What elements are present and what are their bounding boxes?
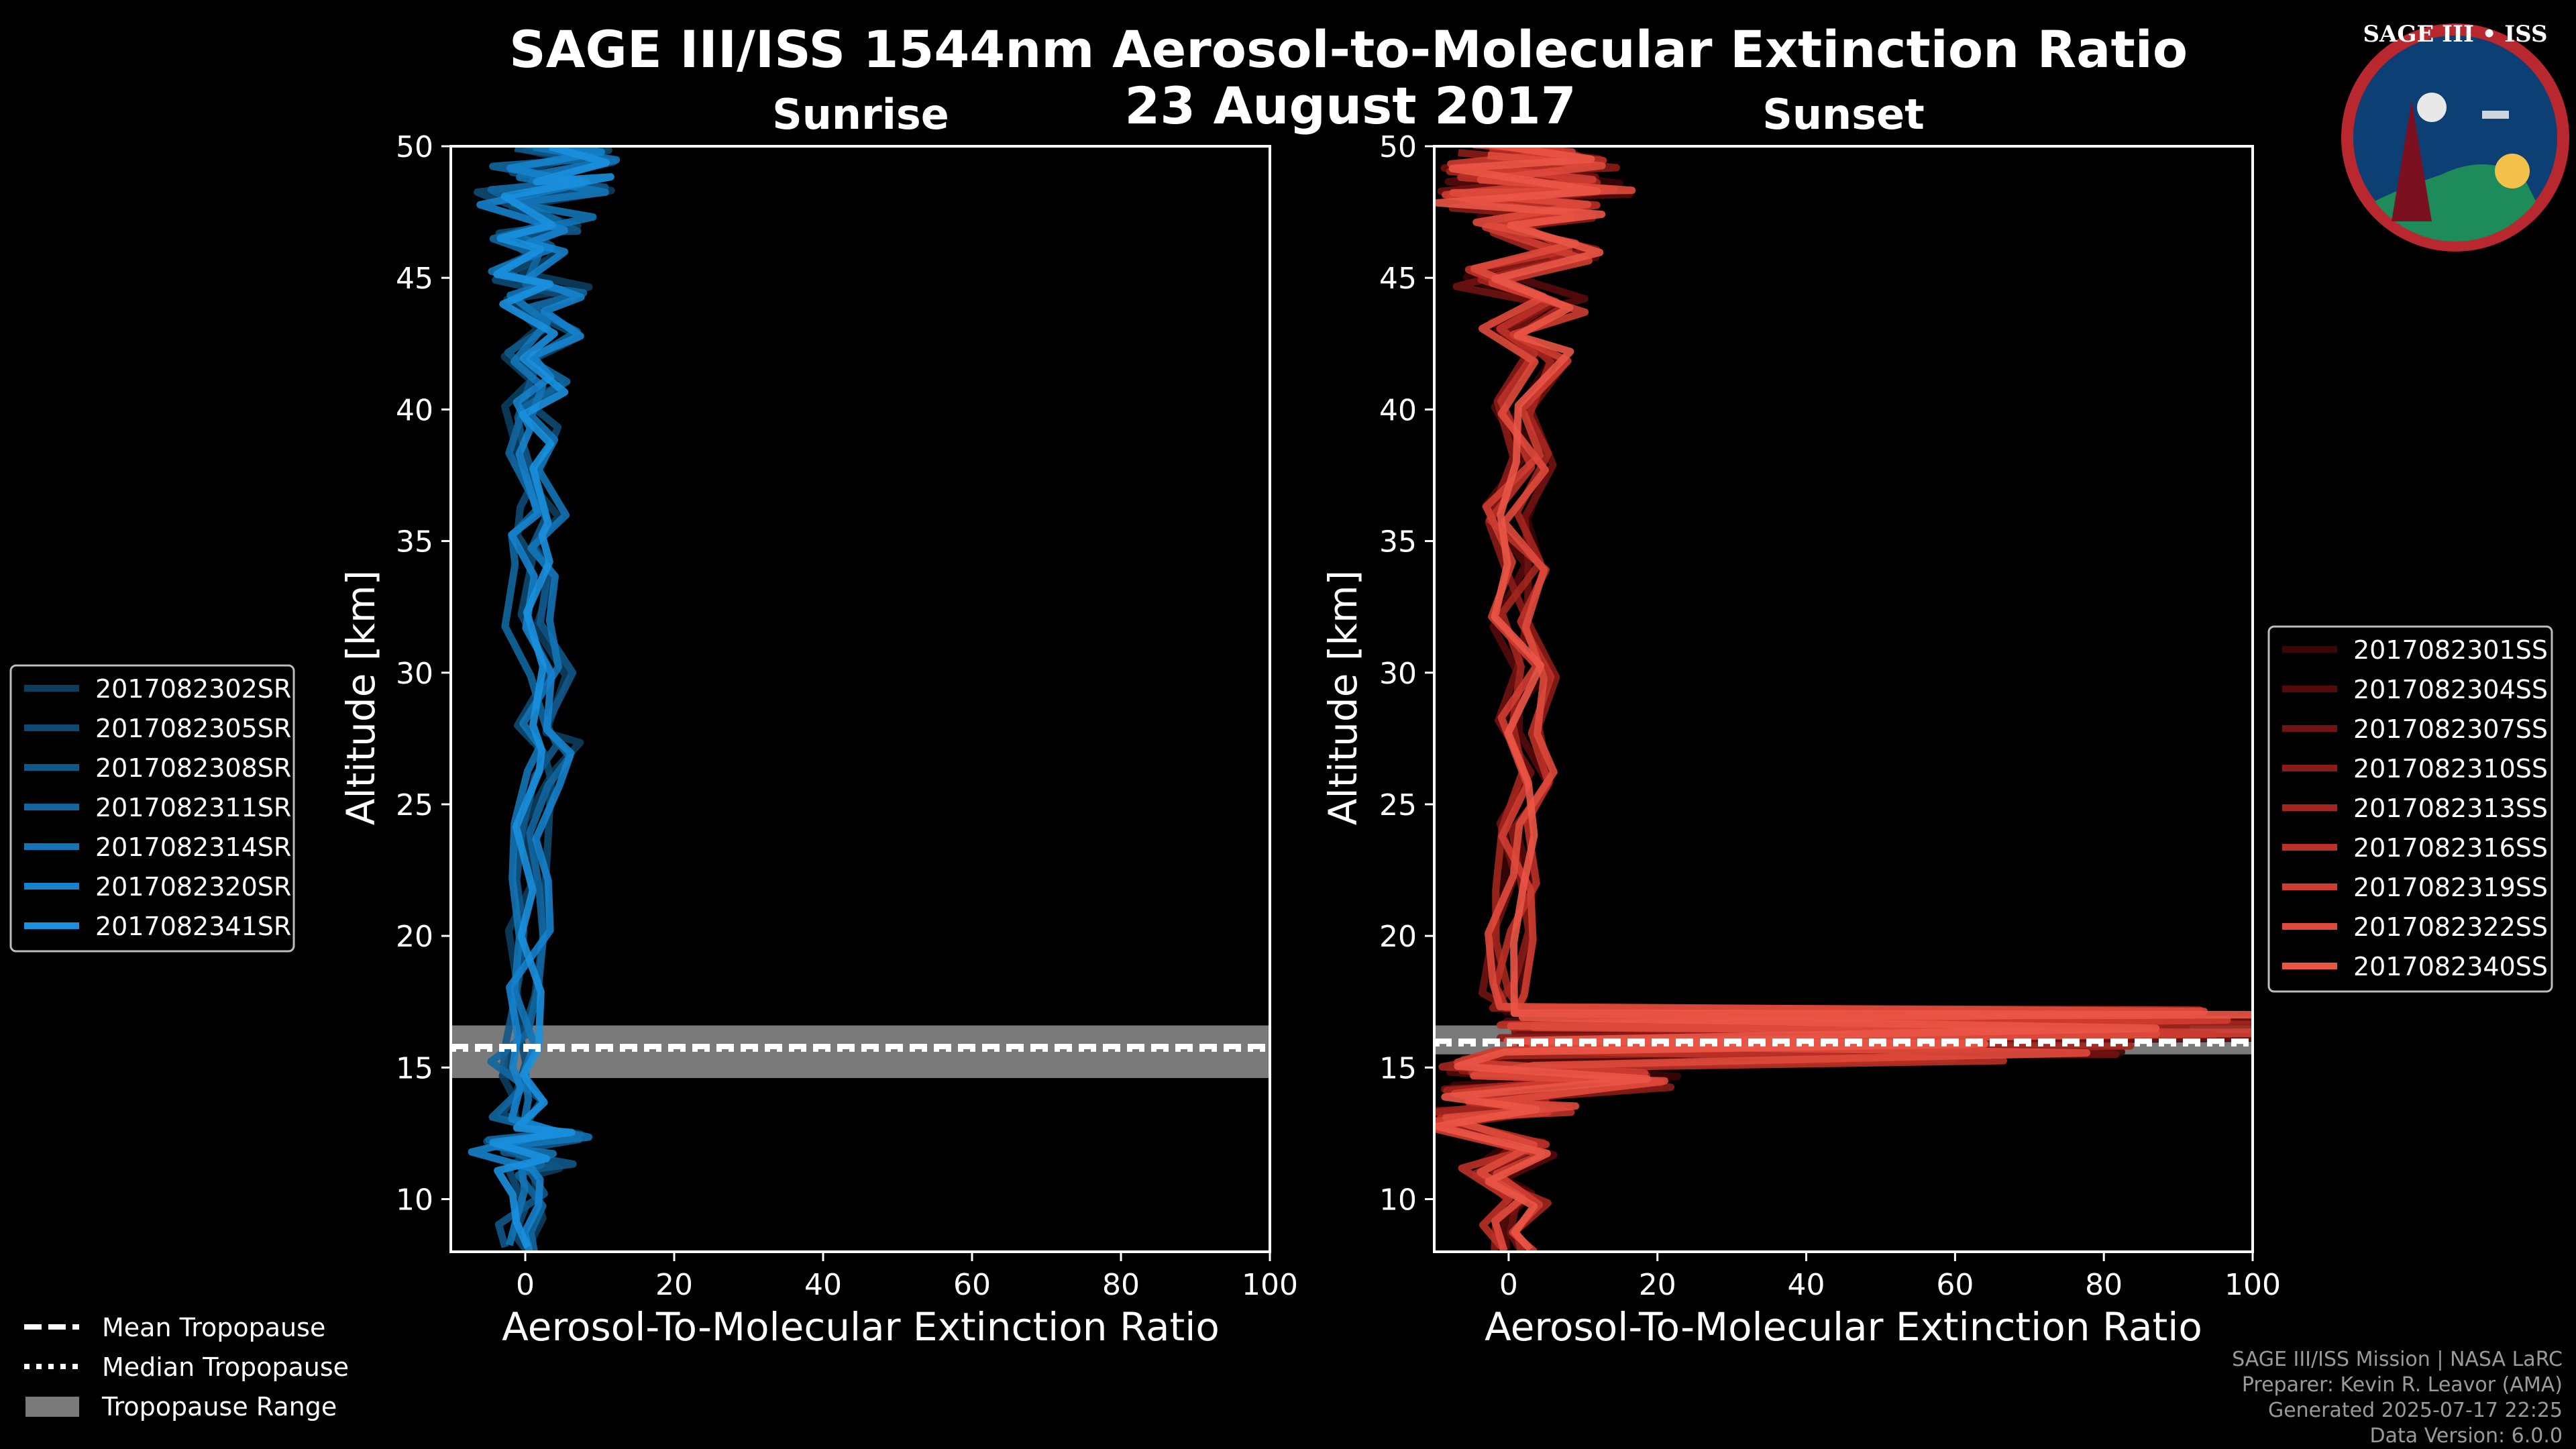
tropopause-range-label: Tropopause Range [101, 1392, 337, 1421]
legend-label-2017082311SR: 2017082311SR [95, 793, 291, 822]
y-tick-label: 30 [1379, 657, 1417, 691]
x-tick-label: 20 [655, 1268, 693, 1302]
y-tick-label: 50 [1379, 130, 1417, 164]
y-tick-label: 35 [1379, 525, 1417, 559]
chart-title: SAGE III/ISS 1544nm Aerosol-to-Molecular… [509, 19, 2188, 79]
x-tick-label: 40 [804, 1268, 842, 1302]
y-tick-label: 40 [396, 393, 433, 427]
x-tick-label: 60 [953, 1268, 991, 1302]
y-tick-label: 25 [396, 788, 433, 822]
iss-icon [2482, 111, 2509, 119]
sunrise-legend: 2017082302SR 2017082305SR 2017082308SR 2017… [9, 664, 295, 953]
panel-title-sunset: Sunset [1762, 90, 1925, 139]
axes-frame [1433, 145, 2254, 1253]
y-tick-label: 15 [1379, 1051, 1417, 1085]
median-tropopause-label: Median Tropopause [102, 1352, 349, 1382]
xlabel-sunrise: Aerosol-To-Molecular Extinction Ratio [502, 1304, 1220, 1350]
y-tick-label: 20 [1379, 920, 1417, 954]
mean-tropopause-label: Mean Tropopause [102, 1313, 325, 1342]
y-tick-label: 20 [396, 920, 433, 954]
series-line-2017082340SS [1434, 146, 2253, 1252]
x-tick-label: 80 [1102, 1268, 1140, 1302]
x-tick-label: 40 [1788, 1268, 1825, 1302]
x-tick-label: 80 [2085, 1268, 2123, 1302]
legend-label-2017082307SS: 2017082307SS [2353, 714, 2548, 744]
astronomer-figure-icon [2392, 101, 2432, 221]
sunset-legend-frame [2267, 625, 2553, 993]
chart-date: 23 August 2017 [1124, 76, 1576, 136]
sunset-legend: 2017082301SS 2017082304SS 2017082307SS 2017… [2267, 625, 2553, 993]
legend-label-2017082308SR: 2017082308SR [95, 753, 291, 783]
axes-frame [449, 145, 1271, 1253]
x-tick-label: 20 [1639, 1268, 1676, 1302]
x-tick-label: 0 [516, 1268, 535, 1302]
y-tick-label: 10 [1379, 1183, 1417, 1218]
legend-label-2017082314SR: 2017082314SR [95, 833, 291, 862]
y-tick-label: 50 [396, 130, 433, 164]
legend-label-2017082319SS: 2017082319SS [2353, 873, 2548, 902]
credit-line-preparer: Preparer: Kevin R. Leavor (AMA) [2242, 1373, 2563, 1397]
credit-line-generated: Generated 2025-07-17 22:25 [2268, 1399, 2563, 1422]
sage-iii-iss-logo: SAGE III • ISS [2341, 21, 2569, 252]
credit-line-version: Data Version: 6.0.0 [2370, 1424, 2563, 1448]
sunset-legend-entries: 2017082301SS 2017082304SS 2017082307SS 2017… [2282, 635, 2548, 981]
legend-label-2017082320SR: 2017082320SR [95, 872, 291, 902]
y-tick-label: 10 [396, 1183, 433, 1218]
sunrise-legend-frame [9, 664, 295, 953]
legend-label-2017082316SS: 2017082316SS [2353, 833, 2548, 863]
earth-icon [2375, 164, 2536, 242]
plot-area [1434, 146, 2253, 1252]
plot-area [451, 146, 1270, 1252]
y-tick-label: 30 [396, 657, 433, 691]
legend-label-2017082310SS: 2017082310SS [2353, 754, 2548, 784]
tropopause-legend: Mean Tropopause Median Tropopause Tropop… [24, 1313, 349, 1421]
sunrise-panel: 10 15 20 25 30 35 40 45 50 0 20 40 60 80 100 [396, 130, 1298, 1302]
xlabel-sunset: Aerosol-To-Molecular Extinction Ratio [1485, 1304, 2202, 1350]
y-tick-label: 25 [1379, 788, 1417, 822]
legend-label-2017082304SS: 2017082304SS [2353, 675, 2548, 704]
moon-icon [2417, 93, 2447, 122]
y-tick-label: 40 [1379, 393, 1417, 427]
x-tick-label: 60 [1936, 1268, 1974, 1302]
y-tick-label: 45 [1379, 262, 1417, 296]
y-tick-label: 45 [396, 262, 433, 296]
legend-label-2017082322SS: 2017082322SS [2353, 912, 2548, 942]
y-tick-label: 15 [396, 1051, 433, 1085]
panel-title-sunrise: Sunrise [772, 90, 949, 139]
tropopause-range-swatch [25, 1397, 79, 1417]
ylabel-sunrise: Altitude [km] [338, 570, 384, 825]
series-line-2017082341SR [489, 146, 614, 1249]
credit-line-mission: SAGE III/ISS Mission | NASA LaRC [2232, 1348, 2563, 1371]
sunset-panel: 10 15 20 25 30 35 40 45 50 0 20 40 60 80 100 [1379, 130, 2281, 1302]
legend-label-2017082341SR: 2017082341SR [95, 912, 291, 941]
credits-block: SAGE III/ISS Mission | NASA LaRC Prepare… [2232, 1348, 2563, 1448]
legend-label-2017082313SS: 2017082313SS [2353, 794, 2548, 823]
x-tick-label: 100 [1242, 1268, 1298, 1302]
ylabel-sunset: Altitude [km] [1320, 570, 1366, 825]
x-tick-label: 0 [1499, 1268, 1518, 1302]
y-tick-label: 35 [396, 525, 433, 559]
legend-label-2017082302SR: 2017082302SR [95, 674, 291, 704]
sun-icon [2495, 154, 2530, 189]
legend-label-2017082340SS: 2017082340SS [2353, 952, 2548, 981]
x-tick-label: 100 [2224, 1268, 2281, 1302]
legend-label-2017082305SR: 2017082305SR [95, 714, 291, 743]
sunrise-legend-entries: 2017082302SR 2017082305SR 2017082308SR 2017… [24, 674, 291, 941]
logo-title: SAGE III • ISS [2363, 21, 2547, 48]
legend-label-2017082301SS: 2017082301SS [2353, 635, 2548, 665]
